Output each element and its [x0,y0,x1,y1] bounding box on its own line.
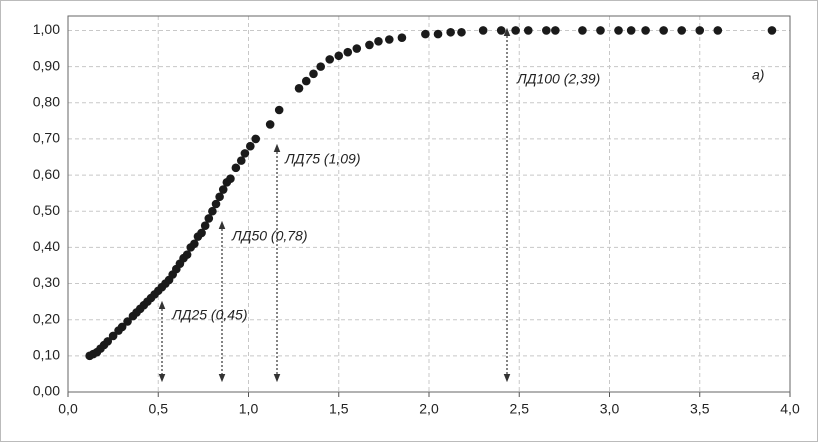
annotation: ЛД25 (0,45) [171,307,248,323]
point [200,221,210,230]
y-tick-label: 1,00 [33,21,60,37]
point [309,69,318,79]
point [433,29,443,39]
point [316,62,326,71]
point [197,228,206,238]
x-tick-label: 3,5 [690,401,710,417]
y-tick-label: 0,40 [33,238,60,254]
annotation: ЛД50 (0,78) [231,228,308,244]
point [343,47,353,57]
point [274,105,284,115]
y-tick-label: 0,60 [33,166,60,182]
point [236,156,246,165]
point [365,40,374,50]
x-tick-label: 0,5 [149,401,169,417]
point [641,26,650,35]
point [614,26,623,35]
point [496,26,506,35]
point [578,26,587,35]
point [659,26,668,35]
y-tick-label: 0,70 [33,130,60,146]
x-tick-label: 1,5 [329,401,349,417]
x-tick-label: 4,0 [780,401,800,417]
annotation: а) [752,67,764,83]
point [294,84,304,93]
point [767,26,777,35]
point [421,29,430,39]
y-tick-label: 0,20 [33,310,60,326]
x-tick-label: 2,5 [510,401,530,417]
y-tick-label: 0,00 [33,383,60,399]
point [123,317,132,326]
point [208,206,217,216]
point [374,37,383,46]
point [218,185,228,194]
x-tick-label: 1,0 [239,401,259,417]
point [551,26,560,35]
point [211,199,221,209]
x-tick-label: 3,0 [600,401,620,417]
point [204,214,214,223]
point [457,27,466,37]
point [251,134,261,144]
point [397,33,407,42]
x-tick-label: 2,0 [419,401,439,417]
point [231,163,241,173]
point [301,76,311,86]
point [325,55,335,64]
y-tick-label: 0,90 [33,57,60,73]
point [677,26,686,35]
point [117,322,127,332]
point [182,250,192,259]
point [511,26,520,35]
point [446,27,455,37]
point [265,120,275,129]
x-tick-label: 0,0 [58,401,78,417]
y-tick-label: 0,80 [33,93,60,109]
y-tick-label: 0,10 [33,347,60,363]
y-tick-label: 0,50 [33,202,60,218]
point [596,26,605,35]
point [190,239,199,249]
point [226,174,235,183]
point [384,35,394,44]
point [713,26,723,35]
point [246,141,255,151]
annotation: ЛД100 (2,39) [516,71,600,87]
point [352,44,362,53]
point [334,51,344,61]
annotation: ЛД75 (1,09) [284,151,361,167]
y-tick-label: 0,30 [33,274,60,290]
point [695,26,705,35]
plot-area [67,15,791,393]
point [215,192,224,202]
point [523,26,533,35]
point [108,331,118,341]
point [542,26,551,35]
point [240,149,250,158]
point [478,26,488,35]
point [103,337,113,346]
point [626,26,636,35]
